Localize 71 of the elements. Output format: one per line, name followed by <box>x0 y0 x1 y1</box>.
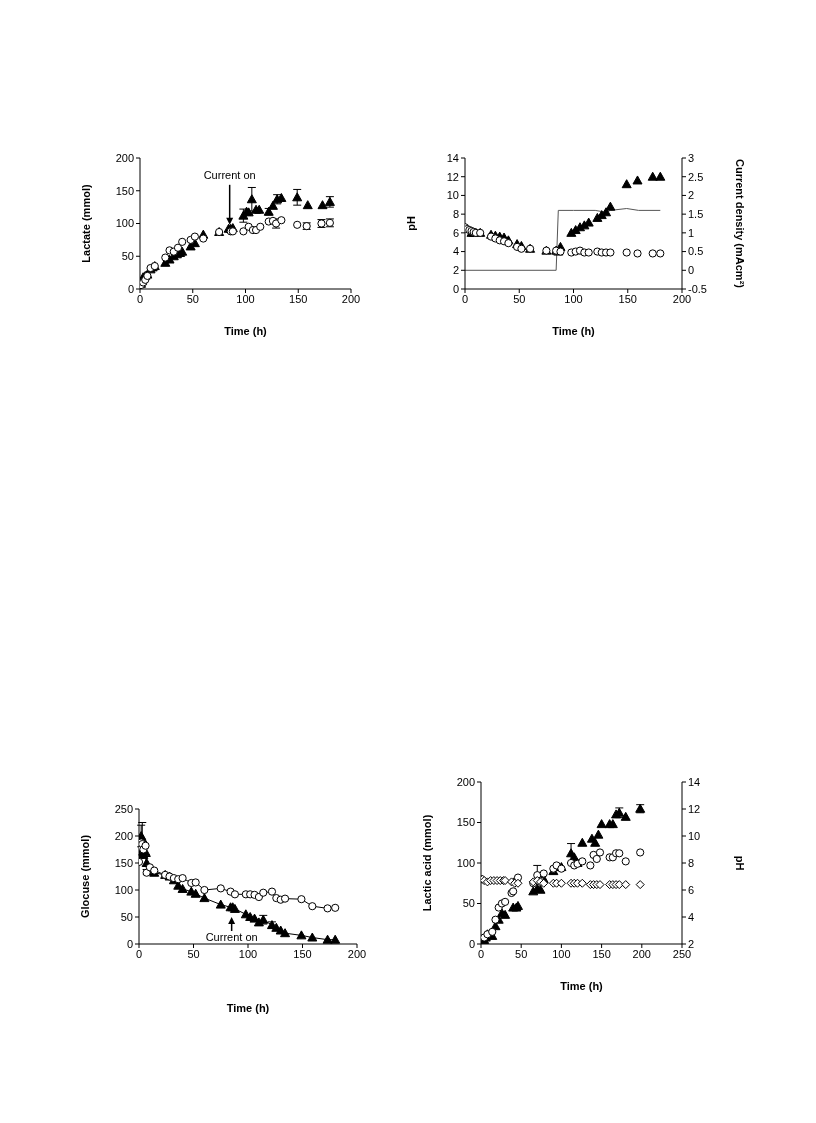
x-tick-label: 100 <box>552 947 571 960</box>
y2-tick-label: 3 <box>688 151 695 164</box>
y-axis-title: Lactate (mmol) <box>79 184 92 263</box>
y-tick-label: 14 <box>446 151 459 164</box>
y-tick-label: 150 <box>115 184 134 197</box>
y-tick-label: 6 <box>452 226 459 239</box>
y-tick-label: 200 <box>114 829 133 842</box>
y-tick-label: 50 <box>120 910 133 923</box>
x-tick-label: 150 <box>592 947 611 960</box>
x-tick-label: 50 <box>186 292 199 305</box>
y2-tick-label: 2 <box>688 937 695 950</box>
y-tick-label: 100 <box>114 883 133 896</box>
y-axis-title: Glocuse (mmol) <box>78 834 91 919</box>
y2-tick-label: 0.5 <box>688 245 704 258</box>
x-tick-label: 100 <box>236 292 255 305</box>
annotation: Current on <box>203 168 256 181</box>
y-tick-label: 2 <box>452 264 459 277</box>
y2-axis-title: pH <box>734 855 747 871</box>
x-tick-label: 0 <box>135 947 143 960</box>
y-tick-label: 0 <box>452 282 459 295</box>
y-tick-label: 150 <box>456 816 475 829</box>
x-tick-label: 250 <box>672 947 692 960</box>
y-tick-label: 4 <box>452 245 459 258</box>
y2-tick-label: 14 <box>688 775 701 788</box>
x-tick-label: 150 <box>293 947 312 960</box>
y2-tick-label: 1 <box>688 226 695 239</box>
y2-axis-title: Current density (mAcm²) <box>734 159 747 289</box>
y-tick-label: 50 <box>462 897 475 910</box>
x-tick-label: 50 <box>187 947 200 960</box>
y-tick-label: 50 <box>121 250 134 263</box>
y-tick-label: 8 <box>452 208 459 221</box>
y2-tick-label: 2.5 <box>688 170 704 183</box>
y2-tick-label: 6 <box>688 883 695 896</box>
y2-tick-label: 8 <box>688 856 695 869</box>
annotation: Current on <box>205 931 258 943</box>
y-tick-label: 100 <box>456 856 475 869</box>
x-tick-label: 100 <box>238 947 258 960</box>
x-tick-label: 200 <box>632 947 651 960</box>
x-tick-label: 150 <box>618 292 637 305</box>
x-tick-label: 0 <box>477 947 485 960</box>
y-axis-title: Lactic acid (mmol) <box>420 814 433 912</box>
x-axis-title: Time (h) <box>560 980 604 992</box>
y-tick-label: 100 <box>115 217 134 230</box>
x-tick-label: 200 <box>341 292 361 305</box>
y-tick-label: 10 <box>446 189 459 202</box>
y-tick-label: 0 <box>126 937 133 950</box>
y2-tick-label: 12 <box>688 802 701 815</box>
y2-tick-label: -0.5 <box>688 282 707 295</box>
y-tick-label: 0 <box>127 282 134 295</box>
y-tick-label: 150 <box>114 856 133 869</box>
y2-tick-label: 1.5 <box>688 208 704 221</box>
y-axis-title: pH <box>404 216 417 231</box>
x-tick-label: 200 <box>347 947 367 960</box>
x-tick-label: 100 <box>564 292 583 305</box>
x-tick-label: 50 <box>513 292 526 305</box>
y2-tick-label: 4 <box>688 910 695 923</box>
y-tick-label: 12 <box>446 170 459 183</box>
y2-tick-label: 10 <box>688 829 701 842</box>
y2-tick-label: 0 <box>688 264 695 277</box>
x-tick-label: 50 <box>515 947 528 960</box>
x-axis-title: Time (h) <box>224 325 268 337</box>
y-tick-label: 250 <box>114 802 133 815</box>
y-tick-label: 200 <box>456 775 475 788</box>
x-tick-label: 150 <box>289 292 308 305</box>
x-axis-title: Time (h) <box>226 1002 270 1014</box>
x-tick-label: 200 <box>672 292 692 305</box>
x-axis-title: Time (h) <box>552 325 596 337</box>
x-tick-label: 0 <box>136 292 144 305</box>
y-tick-label: 0 <box>468 937 475 950</box>
y2-tick-label: 2 <box>688 189 695 202</box>
y-tick-label: 200 <box>115 151 134 164</box>
